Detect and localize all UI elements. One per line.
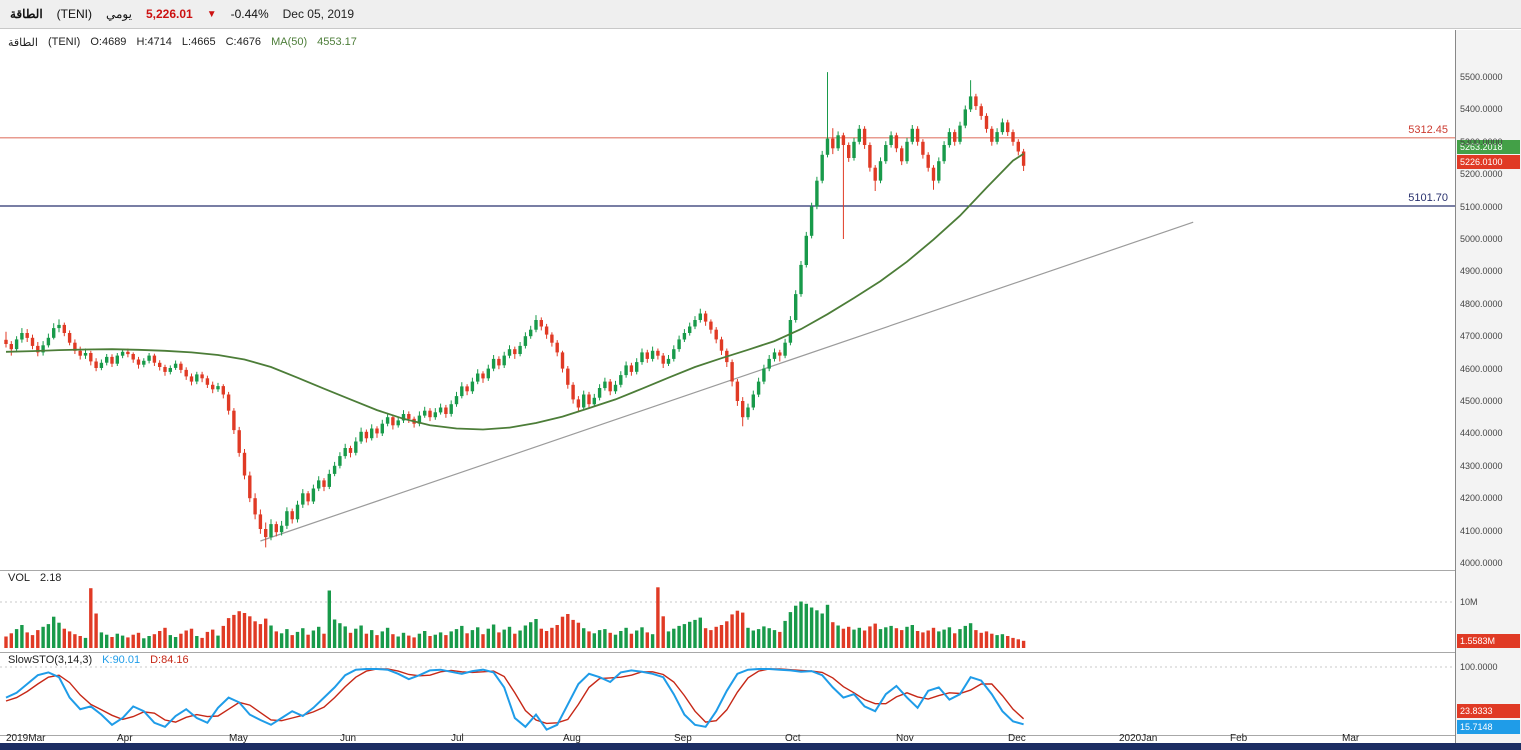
sto-axis-tick: 100.0000 bbox=[1460, 662, 1498, 672]
time-axis-label: Apr bbox=[117, 733, 133, 744]
down-arrow-icon: ▼ bbox=[206, 8, 217, 20]
readout-close: C:4676 bbox=[225, 36, 262, 48]
sto-d-line bbox=[5, 668, 1025, 725]
price-axis-tick: 4800.0000 bbox=[1460, 299, 1503, 309]
price-axis-tick: 5300.0000 bbox=[1460, 137, 1503, 147]
timeline-scrollbar[interactable] bbox=[0, 743, 1521, 750]
price-axis-tick: 5200.0000 bbox=[1460, 169, 1503, 179]
price-axis-tick: 4000.0000 bbox=[1460, 558, 1503, 568]
volume-readout: VOL 2.18 bbox=[8, 572, 61, 584]
panel-separator bbox=[0, 735, 1521, 736]
support-line-label: 5101.70 bbox=[1408, 192, 1448, 204]
trendline bbox=[260, 221, 1194, 542]
time-axis-label: Feb bbox=[1230, 733, 1248, 744]
time-axis-label: Mar bbox=[1342, 733, 1360, 744]
last-price: 5,226.01 bbox=[145, 7, 193, 21]
volume-value: 2.18 bbox=[40, 572, 62, 584]
price-axis-tick: 5400.0000 bbox=[1460, 104, 1503, 114]
time-axis-label: Jun bbox=[340, 733, 357, 744]
volume-layer bbox=[4, 587, 1026, 648]
ohlc-readout: الطاقة (TENI) O:4689 H:4714 L:4665 C:467… bbox=[8, 36, 357, 49]
ma-indicator-label: MA(50) bbox=[271, 36, 308, 48]
price-axis-tick: 4500.0000 bbox=[1460, 396, 1503, 406]
readout-symbol-code: (TENI) bbox=[47, 36, 81, 48]
timeframe-label: يومي bbox=[106, 7, 132, 21]
readout-low: L:4665 bbox=[181, 36, 216, 48]
readout-symbol-arabic: الطاقة bbox=[8, 37, 38, 49]
time-axis-label: Sep bbox=[674, 733, 692, 744]
time-axis-label: May bbox=[229, 733, 248, 744]
stochastic-label: SlowSTO(3,14,3) bbox=[8, 654, 93, 666]
volume-badge: 1.5583M bbox=[1457, 634, 1520, 648]
price-axis-tick: 4600.0000 bbox=[1460, 364, 1503, 374]
price-chart-canvas[interactable] bbox=[0, 30, 1455, 750]
top-bar: الطاقة (TENI) يومي 5,226.01 ▼ -0.44% Dec… bbox=[0, 0, 1521, 29]
time-axis-label: Aug bbox=[563, 733, 581, 744]
price-axis-tick: 5500.0000 bbox=[1460, 72, 1503, 82]
chart-area[interactable]: الطاقة (TENI) O:4689 H:4714 L:4665 C:467… bbox=[0, 30, 1521, 750]
stochastic-k-value: K:90.01 bbox=[102, 654, 141, 666]
ma-indicator-value: 4553.17 bbox=[317, 36, 357, 48]
volume-label: VOL bbox=[8, 572, 31, 584]
panel-separator bbox=[0, 570, 1521, 571]
time-axis-label: Oct bbox=[785, 733, 801, 744]
readout-high: H:4714 bbox=[136, 36, 172, 48]
readout-open: O:4689 bbox=[90, 36, 127, 48]
ticker-code: (TENI) bbox=[56, 7, 92, 21]
price-axis-tick: 4700.0000 bbox=[1460, 331, 1503, 341]
volume-axis-tick: 10M bbox=[1460, 597, 1478, 607]
time-axis[interactable]: 2019Mar Apr May Jun Jul Aug Sep Oct Nov Dec 2020Ja… bbox=[0, 733, 1455, 745]
candles-layer bbox=[4, 72, 1026, 548]
stochastic-readout: SlowSTO(3,14,3) K:90.01 D:84.16 bbox=[8, 654, 189, 666]
ticker-name-arabic: الطاقة bbox=[10, 7, 43, 21]
price-axis-tick: 4100.0000 bbox=[1460, 526, 1503, 536]
sto-k-badge: 15.7148 bbox=[1457, 720, 1520, 734]
session-date: Dec 05, 2019 bbox=[282, 7, 355, 21]
ma50-line bbox=[5, 153, 1025, 431]
price-axis-tick: 4300.0000 bbox=[1460, 461, 1503, 471]
stochastic-d-value: D:84.16 bbox=[150, 654, 189, 666]
price-axis-tick: 4400.0000 bbox=[1460, 428, 1503, 438]
last-price-badge: 5226.0100 bbox=[1457, 155, 1520, 169]
price-axis-tick: 5100.0000 bbox=[1460, 202, 1503, 212]
price-axis-tick: 4200.0000 bbox=[1460, 493, 1503, 503]
panel-separator bbox=[0, 652, 1521, 653]
time-axis-label: Dec bbox=[1008, 733, 1026, 744]
time-axis-label: 2019Mar bbox=[6, 733, 46, 744]
time-axis-label: Nov bbox=[896, 733, 914, 744]
price-change-percent: -0.44% bbox=[230, 7, 269, 21]
price-axis-tick: 5000.0000 bbox=[1460, 234, 1503, 244]
resistance-line-label: 5312.45 bbox=[1408, 124, 1448, 136]
sto-d-badge: 23.8333 bbox=[1457, 704, 1520, 718]
price-axis-tick: 4900.0000 bbox=[1460, 266, 1503, 276]
sto-k-line bbox=[5, 668, 1024, 731]
time-axis-label: 2020Jan bbox=[1119, 733, 1158, 744]
ma-value-badge: 5263.2018 bbox=[1457, 140, 1520, 154]
price-axis[interactable]: 5263.2018 5226.0100 10M 1.5583M 100.0000… bbox=[1455, 30, 1521, 750]
time-axis-label: Jul bbox=[451, 733, 464, 744]
